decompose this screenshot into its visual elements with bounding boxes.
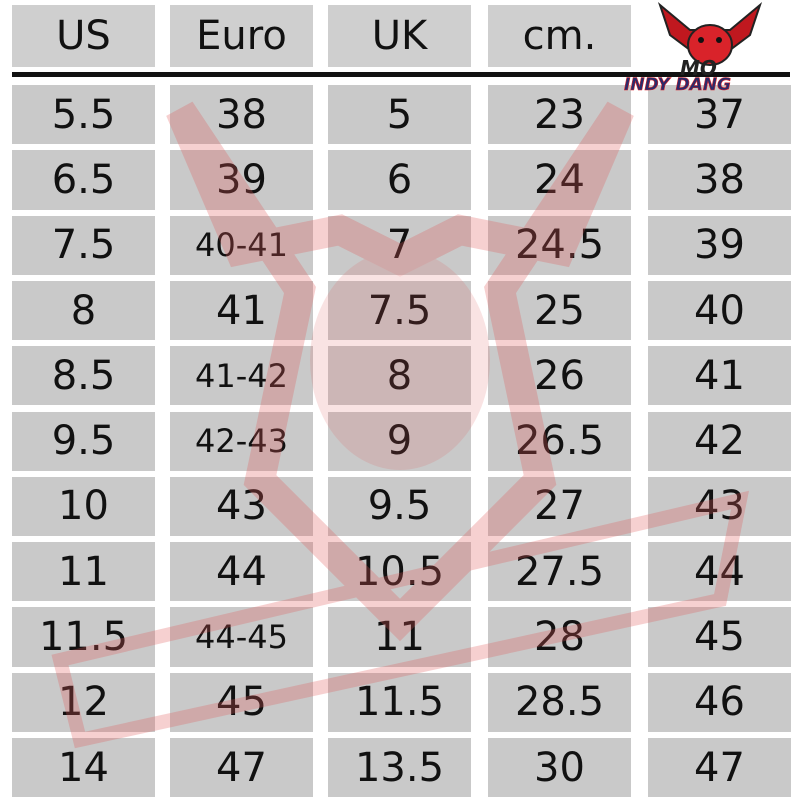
table-cell: 40: [648, 280, 791, 341]
table-cell: 27.5: [488, 542, 631, 602]
table-cell: 26.5: [488, 411, 631, 471]
table-cell: 38: [648, 150, 791, 210]
table-cell: 39: [170, 150, 313, 210]
table-cell: 26: [488, 346, 631, 406]
table-cell: 47: [170, 738, 313, 798]
table-cell: 30: [488, 738, 631, 798]
table-cell: 11: [328, 607, 471, 667]
table-cell: 24: [488, 150, 631, 210]
table-cell: 43: [170, 476, 313, 537]
table-cell: 13.5: [328, 738, 471, 798]
column-header-1: Euro: [170, 5, 313, 67]
table-cell: 8.5: [12, 346, 155, 406]
table-cell: 10.5: [328, 542, 471, 602]
table-cell: 28: [488, 607, 631, 667]
table-cell: 37: [648, 85, 791, 145]
table-cell: 27: [488, 476, 631, 537]
table-cell: 39: [648, 215, 791, 275]
logo-text-top: MO: [680, 56, 717, 80]
table-cell: 5: [328, 85, 471, 145]
table-cell: 24.5: [488, 215, 631, 275]
table-cell: 45: [170, 672, 313, 732]
table-cell: 9: [328, 411, 471, 471]
table-cell: 28.5: [488, 672, 631, 732]
table-cell: 44: [648, 542, 791, 602]
modindydang-logo: MO INDY DANG: [624, 1, 763, 95]
table-cell: 9.5: [12, 411, 155, 471]
table-cell: 41: [648, 346, 791, 406]
table-cell: 11.5: [12, 607, 155, 667]
column-header-3: cm.: [488, 5, 631, 67]
table-cell: 42: [648, 411, 791, 471]
table-cell: 23: [488, 85, 631, 145]
table-cell: 42-43: [170, 411, 313, 471]
table-cell: 47: [648, 738, 791, 798]
header-divider: [12, 72, 790, 77]
table-cell: 45: [648, 607, 791, 667]
column-header-2: UK: [328, 5, 471, 67]
table-cell: 8: [12, 280, 155, 341]
table-cell: 40-41: [170, 215, 313, 275]
table-cell: 7.5: [328, 280, 471, 341]
table-cell: 5.5: [12, 85, 155, 145]
table-cell: 14: [12, 738, 155, 798]
table-cell: 11: [12, 542, 155, 602]
table-cell: 10: [12, 476, 155, 537]
table-cell: 46: [648, 672, 791, 732]
table-cell: 6.5: [12, 150, 155, 210]
table-cell: 8: [328, 346, 471, 406]
table-cell: 7: [328, 215, 471, 275]
logo-text-bottom: INDY DANG: [624, 75, 731, 95]
table-cell: 7.5: [12, 215, 155, 275]
table-cell: 11.5: [328, 672, 471, 732]
table-cell: 38: [170, 85, 313, 145]
table-cell: 41: [170, 280, 313, 341]
table-cell: 44: [170, 542, 313, 602]
table-cell: 41-42: [170, 346, 313, 406]
column-header-0: US: [12, 5, 155, 67]
table-cell: 9.5: [328, 476, 471, 537]
table-cell: 43: [648, 476, 791, 537]
table-cell: 25: [488, 280, 631, 341]
table-cell: 44-45: [170, 607, 313, 667]
table-cell: 6: [328, 150, 471, 210]
table-cell: 12: [12, 672, 155, 732]
